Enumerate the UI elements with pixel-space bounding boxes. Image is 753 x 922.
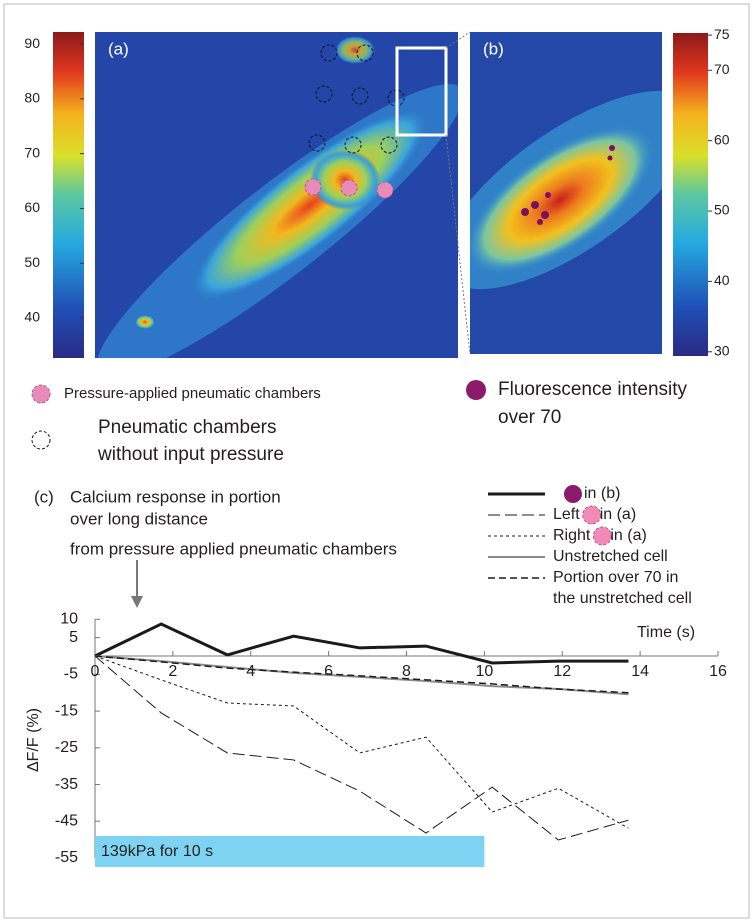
colorbar-tick-label: 30: [714, 342, 730, 358]
image-b: [470, 32, 662, 354]
annotation: Calcium response in portion: [70, 487, 281, 506]
colorbar-tick-label: 50: [24, 254, 40, 270]
frame: [3, 3, 750, 919]
x-tick-label: 6: [324, 663, 333, 680]
image-a: [95, 32, 458, 358]
x-tick-label: 4: [246, 663, 255, 680]
annotation: over long distance: [70, 509, 208, 528]
y-tick-label: -15: [55, 702, 78, 719]
x-tick-label: 8: [402, 663, 411, 680]
x-tick-label: 14: [631, 663, 649, 680]
colorbar-tick-label: 70: [714, 61, 730, 77]
panel-label: (c): [34, 487, 54, 506]
legend-icon: [466, 380, 486, 400]
x-tick-label: 12: [553, 663, 571, 680]
pressured-chambers: [304, 178, 394, 199]
legend-label: Left: [553, 506, 580, 523]
y-tick-label: 10: [60, 610, 78, 627]
y-tick-label: -55: [55, 849, 78, 866]
y-tick-label: -25: [55, 739, 78, 756]
x-tick-label: 2: [168, 663, 177, 680]
zoom-line: [445, 31, 471, 49]
legend-text: Pressure-applied pneumatic chambers: [64, 385, 321, 402]
legend-label: Portion over 70 in: [553, 569, 678, 586]
colorbar-tick-label: 40: [24, 309, 40, 325]
series-line: [94, 622, 629, 665]
y-tick-label: -35: [55, 776, 78, 793]
legend-label: the unstretched cell: [553, 590, 692, 607]
stimulus-label: 139kPa for 10 s: [101, 843, 213, 860]
x-tick-label: 16: [709, 663, 727, 680]
colorbar-tick-label: 40: [714, 272, 730, 288]
annotation: from pressure applied pneumatic chambers: [70, 539, 397, 558]
legend-text: Pneumatic chambers: [98, 417, 276, 438]
x-tick-label: 0: [91, 663, 100, 680]
series-line: [94, 655, 629, 829]
stimulus-bar: [95, 836, 485, 867]
legend-label: in (b): [584, 485, 620, 502]
legend-label: in (a): [610, 527, 646, 544]
colorbar-tick-label: 60: [24, 199, 40, 215]
legend-text: without input pressure: [97, 444, 284, 465]
legend-icon: [31, 384, 51, 404]
y-tick-label: 5: [69, 629, 78, 646]
legend-marker: [592, 526, 612, 546]
panel-label: (a): [108, 39, 129, 58]
y-tick-label: -5: [64, 666, 78, 683]
y-axis-label: ΔF/F (%): [25, 708, 42, 772]
x-tick-label: 10: [475, 663, 493, 680]
panel-label: (b): [483, 39, 504, 58]
colorbar-tick-label: 90: [24, 35, 40, 51]
legend-text: Fluorescence intensity: [498, 379, 688, 400]
colorbar-a: [53, 32, 84, 358]
annotation-arrow: [131, 596, 143, 608]
legend-icon: [31, 430, 51, 450]
colorbar-tick-label: 60: [714, 131, 730, 147]
colorbar-tick-label: 75: [714, 26, 730, 42]
x-axis-label: Time (s): [637, 624, 695, 641]
series-line: [94, 655, 629, 694]
series-line: [94, 655, 629, 841]
legend-label: Right: [553, 527, 591, 544]
colorbar-tick-label: 80: [24, 90, 40, 106]
legend-label: in (a): [600, 506, 636, 523]
colorbar-tick-label: 50: [714, 202, 730, 218]
zoom-line: [445, 134, 471, 355]
zoom-box: [395, 46, 448, 137]
colorbar-tick-label: 70: [24, 144, 40, 160]
legend-marker: [564, 485, 582, 503]
legend-text: over 70: [498, 407, 561, 428]
colorbar-b: [673, 33, 708, 356]
legend-marker: [582, 505, 602, 525]
legend-label: Unstretched cell: [553, 548, 668, 565]
y-tick-label: -45: [55, 812, 78, 829]
